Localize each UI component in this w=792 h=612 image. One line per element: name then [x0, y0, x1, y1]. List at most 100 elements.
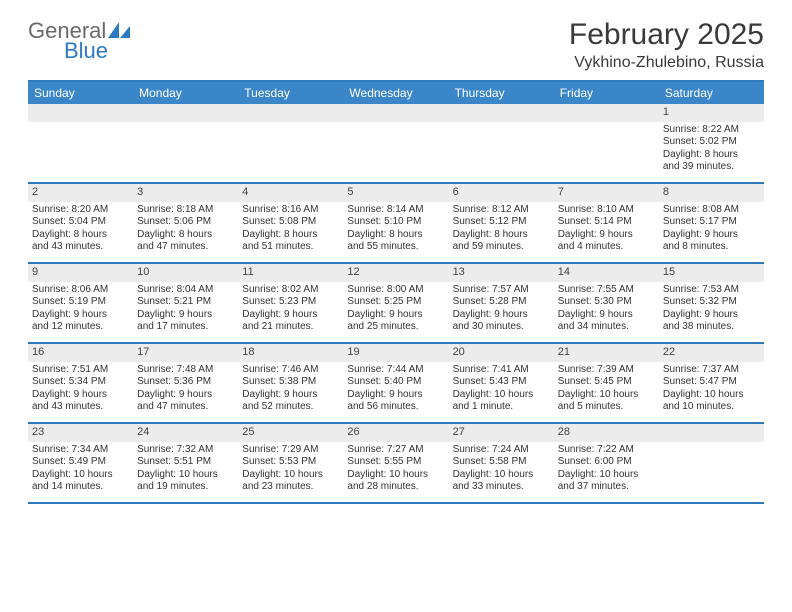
day-cell: 8Sunrise: 8:08 AMSunset: 5:17 PMDaylight… — [659, 184, 764, 262]
day-detail-line: Sunrise: 7:37 AM — [663, 364, 760, 377]
day-cell — [28, 104, 133, 182]
day-number: 25 — [238, 424, 343, 442]
day-detail-line: and 12 minutes. — [32, 321, 129, 334]
day-number: 18 — [238, 344, 343, 362]
day-detail-line: and 21 minutes. — [242, 321, 339, 334]
day-number — [238, 104, 343, 122]
day-number: 5 — [343, 184, 448, 202]
day-detail-line: Daylight: 10 hours — [663, 389, 760, 402]
day-detail-line: Daylight: 9 hours — [137, 309, 234, 322]
day-detail-line: Sunset: 5:06 PM — [137, 216, 234, 229]
day-detail-line: Sunset: 5:32 PM — [663, 296, 760, 309]
day-cell: 4Sunrise: 8:16 AMSunset: 5:08 PMDaylight… — [238, 184, 343, 262]
day-number: 2 — [28, 184, 133, 202]
day-detail-line: Sunset: 5:53 PM — [242, 456, 339, 469]
day-cell: 24Sunrise: 7:32 AMSunset: 5:51 PMDayligh… — [133, 424, 238, 502]
day-number: 27 — [449, 424, 554, 442]
day-detail-line: Daylight: 10 hours — [242, 469, 339, 482]
day-cell: 5Sunrise: 8:14 AMSunset: 5:10 PMDaylight… — [343, 184, 448, 262]
day-number: 16 — [28, 344, 133, 362]
day-detail-line: Sunrise: 8:18 AM — [137, 204, 234, 217]
day-detail-line: Daylight: 8 hours — [347, 229, 444, 242]
dow-label: Friday — [554, 82, 659, 104]
day-number: 24 — [133, 424, 238, 442]
day-cell: 7Sunrise: 8:10 AMSunset: 5:14 PMDaylight… — [554, 184, 659, 262]
day-number — [133, 104, 238, 122]
day-detail-line: Sunset: 5:58 PM — [453, 456, 550, 469]
day-detail-line: Sunset: 5:08 PM — [242, 216, 339, 229]
dow-label: Thursday — [449, 82, 554, 104]
day-detail-line: Sunrise: 8:00 AM — [347, 284, 444, 297]
day-detail-line: Sunrise: 7:22 AM — [558, 444, 655, 457]
day-detail-line: Sunset: 5:51 PM — [137, 456, 234, 469]
day-number: 17 — [133, 344, 238, 362]
day-detail-line: and 34 minutes. — [558, 321, 655, 334]
day-detail-line: and 47 minutes. — [137, 401, 234, 414]
day-detail-line: and 56 minutes. — [347, 401, 444, 414]
day-detail-line: Sunrise: 8:04 AM — [137, 284, 234, 297]
day-detail-line: and 5 minutes. — [558, 401, 655, 414]
day-detail-line: Sunset: 5:28 PM — [453, 296, 550, 309]
day-number: 4 — [238, 184, 343, 202]
day-number: 20 — [449, 344, 554, 362]
day-detail-line: Daylight: 10 hours — [347, 469, 444, 482]
day-number: 13 — [449, 264, 554, 282]
day-cell: 18Sunrise: 7:46 AMSunset: 5:38 PMDayligh… — [238, 344, 343, 422]
day-detail-line: Sunrise: 8:10 AM — [558, 204, 655, 217]
day-cell: 12Sunrise: 8:00 AMSunset: 5:25 PMDayligh… — [343, 264, 448, 342]
day-detail-line: Sunrise: 8:02 AM — [242, 284, 339, 297]
day-number: 10 — [133, 264, 238, 282]
day-detail-line: Sunrise: 7:29 AM — [242, 444, 339, 457]
day-detail-line: and 47 minutes. — [137, 241, 234, 254]
page-title: February 2025 — [569, 18, 764, 52]
day-detail-line: Daylight: 9 hours — [663, 309, 760, 322]
week-row: 9Sunrise: 8:06 AMSunset: 5:19 PMDaylight… — [28, 264, 764, 344]
day-detail-line: Daylight: 10 hours — [558, 469, 655, 482]
day-detail-line: Daylight: 10 hours — [32, 469, 129, 482]
day-detail-line: Daylight: 9 hours — [242, 389, 339, 402]
day-cell — [449, 104, 554, 182]
day-detail-line: Sunrise: 7:46 AM — [242, 364, 339, 377]
day-detail-line: Daylight: 9 hours — [137, 389, 234, 402]
day-detail-line: Sunrise: 8:06 AM — [32, 284, 129, 297]
day-detail-line: Sunset: 5:25 PM — [347, 296, 444, 309]
dow-label: Sunday — [28, 82, 133, 104]
day-cell: 23Sunrise: 7:34 AMSunset: 5:49 PMDayligh… — [28, 424, 133, 502]
day-cell: 10Sunrise: 8:04 AMSunset: 5:21 PMDayligh… — [133, 264, 238, 342]
day-detail-line: Sunrise: 7:48 AM — [137, 364, 234, 377]
day-detail-line: Daylight: 9 hours — [558, 309, 655, 322]
day-cell: 3 Sunrise: 8:18 AMSunset: 5:06 PMDaylight… — [133, 184, 238, 262]
day-cell — [554, 104, 659, 182]
day-detail-line: Sunrise: 7:41 AM — [453, 364, 550, 377]
day-detail-line: Sunrise: 8:22 AM — [663, 124, 760, 137]
day-detail-line: Sunset: 5:02 PM — [663, 136, 760, 149]
day-detail-line: Sunset: 5:45 PM — [558, 376, 655, 389]
day-detail-line: and 51 minutes. — [242, 241, 339, 254]
day-number: 23 — [28, 424, 133, 442]
day-number: 3 — [133, 184, 238, 202]
day-detail-line: Daylight: 10 hours — [137, 469, 234, 482]
day-detail-line: Sunset: 5:10 PM — [347, 216, 444, 229]
day-detail-line: Sunrise: 7:27 AM — [347, 444, 444, 457]
day-number — [554, 104, 659, 122]
day-detail-line: and 28 minutes. — [347, 481, 444, 494]
day-cell: 17Sunrise: 7:48 AMSunset: 5:36 PMDayligh… — [133, 344, 238, 422]
weeks-container: 1Sunrise: 8:22 AMSunset: 5:02 PMDaylight… — [28, 104, 764, 504]
day-detail-line: Daylight: 8 hours — [663, 149, 760, 162]
day-detail-line: Sunset: 6:00 PM — [558, 456, 655, 469]
day-cell: 21Sunrise: 7:39 AMSunset: 5:45 PMDayligh… — [554, 344, 659, 422]
day-detail-line: and 37 minutes. — [558, 481, 655, 494]
day-detail-line: Sunset: 5:17 PM — [663, 216, 760, 229]
day-detail-line: Sunrise: 7:51 AM — [32, 364, 129, 377]
day-detail-line: Sunset: 5:12 PM — [453, 216, 550, 229]
logo-text-blue: Blue — [64, 38, 108, 64]
day-cell: 15Sunrise: 7:53 AMSunset: 5:32 PMDayligh… — [659, 264, 764, 342]
day-detail-line: and 59 minutes. — [453, 241, 550, 254]
day-detail-line: Daylight: 8 hours — [137, 229, 234, 242]
logo-sail-icon — [106, 20, 132, 45]
day-detail-line: Sunrise: 7:57 AM — [453, 284, 550, 297]
day-detail-line: Daylight: 9 hours — [453, 309, 550, 322]
day-detail-line: Daylight: 8 hours — [453, 229, 550, 242]
day-number: 1 — [659, 104, 764, 122]
day-detail-line: and 43 minutes. — [32, 241, 129, 254]
